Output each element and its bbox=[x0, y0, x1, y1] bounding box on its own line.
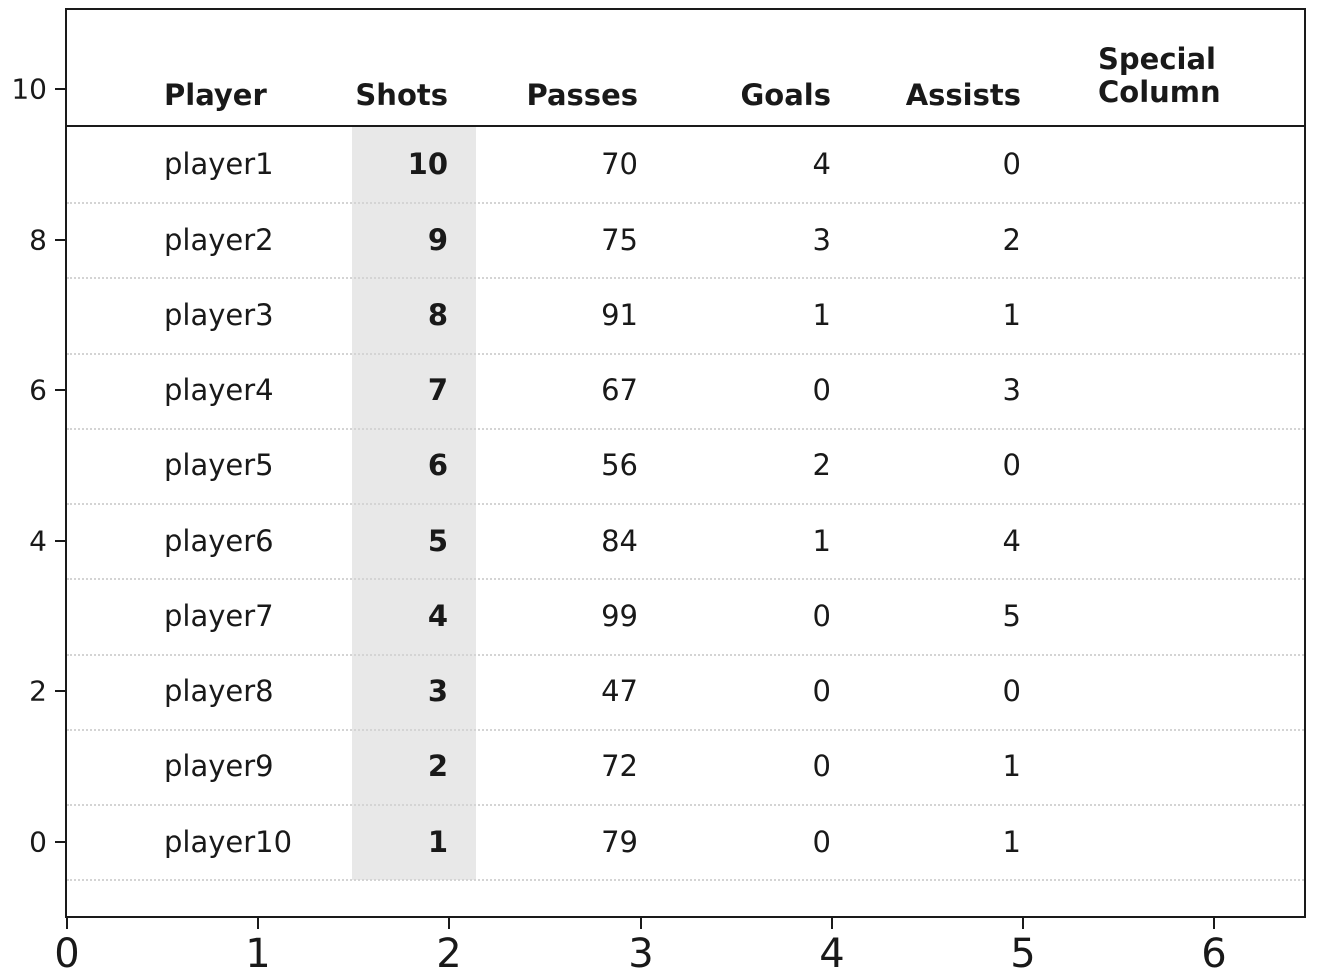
table-cell-assists: 0 bbox=[1002, 147, 1021, 182]
table-cell-player: player6 bbox=[164, 523, 274, 558]
table-cell-passes: 56 bbox=[601, 448, 638, 483]
table-cell-shots: 3 bbox=[427, 674, 448, 708]
y-tick-label: 0 bbox=[29, 825, 47, 858]
y-tick-mark bbox=[55, 539, 66, 542]
y-tick-mark bbox=[55, 88, 66, 90]
table-cell-player: player7 bbox=[164, 598, 274, 633]
x-tick-mark bbox=[831, 918, 833, 929]
x-tick-mark bbox=[257, 918, 259, 929]
table-cell-assists: 1 bbox=[1002, 824, 1021, 859]
table-cell-player: player10 bbox=[164, 824, 293, 859]
table-cell-shots: 1 bbox=[427, 824, 448, 859]
table-cell-assists: 0 bbox=[1002, 674, 1021, 708]
x-tick-mark bbox=[448, 918, 450, 929]
table-cell-player: player4 bbox=[164, 373, 274, 407]
table-cell-assists: 2 bbox=[1002, 222, 1021, 257]
row-separator bbox=[67, 879, 1304, 881]
x-tick-mark bbox=[66, 918, 68, 929]
table-cell-assists: 0 bbox=[1002, 448, 1021, 483]
y-tick-label: 4 bbox=[29, 524, 47, 557]
x-tick-mark bbox=[1213, 918, 1215, 929]
column-header-player: Player bbox=[164, 78, 267, 112]
table-cell-goals: 1 bbox=[812, 297, 831, 332]
table-cell-goals: 0 bbox=[812, 598, 831, 633]
table-cell-goals: 1 bbox=[812, 523, 831, 558]
y-tick-label: 6 bbox=[29, 373, 47, 407]
row-separator bbox=[67, 654, 1304, 656]
table-cell-passes: 84 bbox=[601, 523, 638, 558]
table-cell-shots: 7 bbox=[427, 373, 448, 407]
x-tick-label: 4 bbox=[819, 931, 845, 977]
table-cell-assists: 4 bbox=[1002, 523, 1021, 558]
row-separator bbox=[67, 202, 1304, 204]
table-cell-passes: 47 bbox=[601, 674, 638, 708]
table-cell-passes: 70 bbox=[601, 147, 638, 182]
y-tick-label: 10 bbox=[11, 72, 47, 106]
table-cell-passes: 91 bbox=[601, 297, 638, 332]
x-tick-mark bbox=[1022, 918, 1024, 929]
table-cell-shots: 4 bbox=[427, 598, 448, 633]
y-tick-mark bbox=[55, 840, 66, 843]
y-tick-label: 8 bbox=[29, 223, 47, 256]
table-cell-passes: 72 bbox=[601, 749, 638, 784]
row-separator bbox=[67, 353, 1304, 355]
x-tick-label: 5 bbox=[1010, 931, 1036, 977]
table-cell-goals: 3 bbox=[812, 222, 831, 257]
table-cell-shots: 9 bbox=[427, 222, 448, 257]
row-separator bbox=[67, 428, 1304, 430]
column-header-assists: Assists bbox=[905, 78, 1021, 112]
table-cell-shots: 5 bbox=[427, 523, 448, 558]
column-header-special-column: Special Column bbox=[1098, 42, 1221, 109]
header-separator-line bbox=[67, 125, 1304, 127]
y-tick-mark bbox=[55, 389, 66, 391]
y-tick-label: 2 bbox=[29, 674, 47, 708]
table-cell-goals: 0 bbox=[812, 749, 831, 784]
row-separator bbox=[67, 729, 1304, 731]
table-cell-player: player1 bbox=[164, 147, 274, 182]
row-separator bbox=[67, 503, 1304, 505]
table-cell-player: player8 bbox=[164, 674, 274, 708]
x-tick-label: 0 bbox=[54, 931, 80, 977]
table-cell-assists: 1 bbox=[1002, 297, 1021, 332]
table-cell-goals: 0 bbox=[812, 674, 831, 708]
x-tick-label: 2 bbox=[436, 931, 462, 977]
row-separator bbox=[67, 578, 1304, 580]
table-cell-goals: 4 bbox=[812, 147, 831, 182]
column-header-passes: Passes bbox=[526, 78, 639, 112]
table-cell-assists: 1 bbox=[1002, 749, 1021, 784]
table-cell-goals: 0 bbox=[812, 824, 831, 859]
table-cell-player: player3 bbox=[164, 297, 274, 332]
table-cell-passes: 67 bbox=[601, 373, 638, 407]
x-tick-label: 3 bbox=[628, 931, 654, 977]
table-cell-player: player5 bbox=[164, 448, 274, 483]
y-tick-mark bbox=[55, 238, 66, 241]
column-header-goals: Goals bbox=[740, 78, 832, 112]
table-cell-passes: 99 bbox=[601, 598, 638, 633]
table-cell-goals: 2 bbox=[812, 448, 831, 483]
table-cell-shots: 10 bbox=[407, 147, 448, 182]
y-tick-mark bbox=[55, 690, 66, 692]
row-separator bbox=[67, 277, 1304, 279]
table-cell-shots: 2 bbox=[427, 749, 448, 784]
table-cell-player: player9 bbox=[164, 749, 274, 784]
table-cell-goals: 0 bbox=[812, 373, 831, 407]
table-cell-player: player2 bbox=[164, 222, 274, 257]
plot-area: Player Shots Passes Goals Assists Special Col… bbox=[65, 8, 1306, 918]
table-cell-shots: 6 bbox=[427, 448, 448, 483]
x-tick-label: 6 bbox=[1201, 931, 1227, 977]
table-cell-assists: 5 bbox=[1002, 598, 1021, 633]
row-separator bbox=[67, 804, 1304, 806]
column-header-shots: Shots bbox=[355, 78, 448, 112]
table-cell-assists: 3 bbox=[1002, 373, 1021, 407]
table-cell-passes: 79 bbox=[601, 824, 638, 859]
table-cell-passes: 75 bbox=[601, 222, 638, 257]
x-tick-mark bbox=[640, 918, 642, 929]
x-tick-label: 1 bbox=[245, 931, 271, 977]
table-cell-shots: 8 bbox=[427, 297, 448, 332]
